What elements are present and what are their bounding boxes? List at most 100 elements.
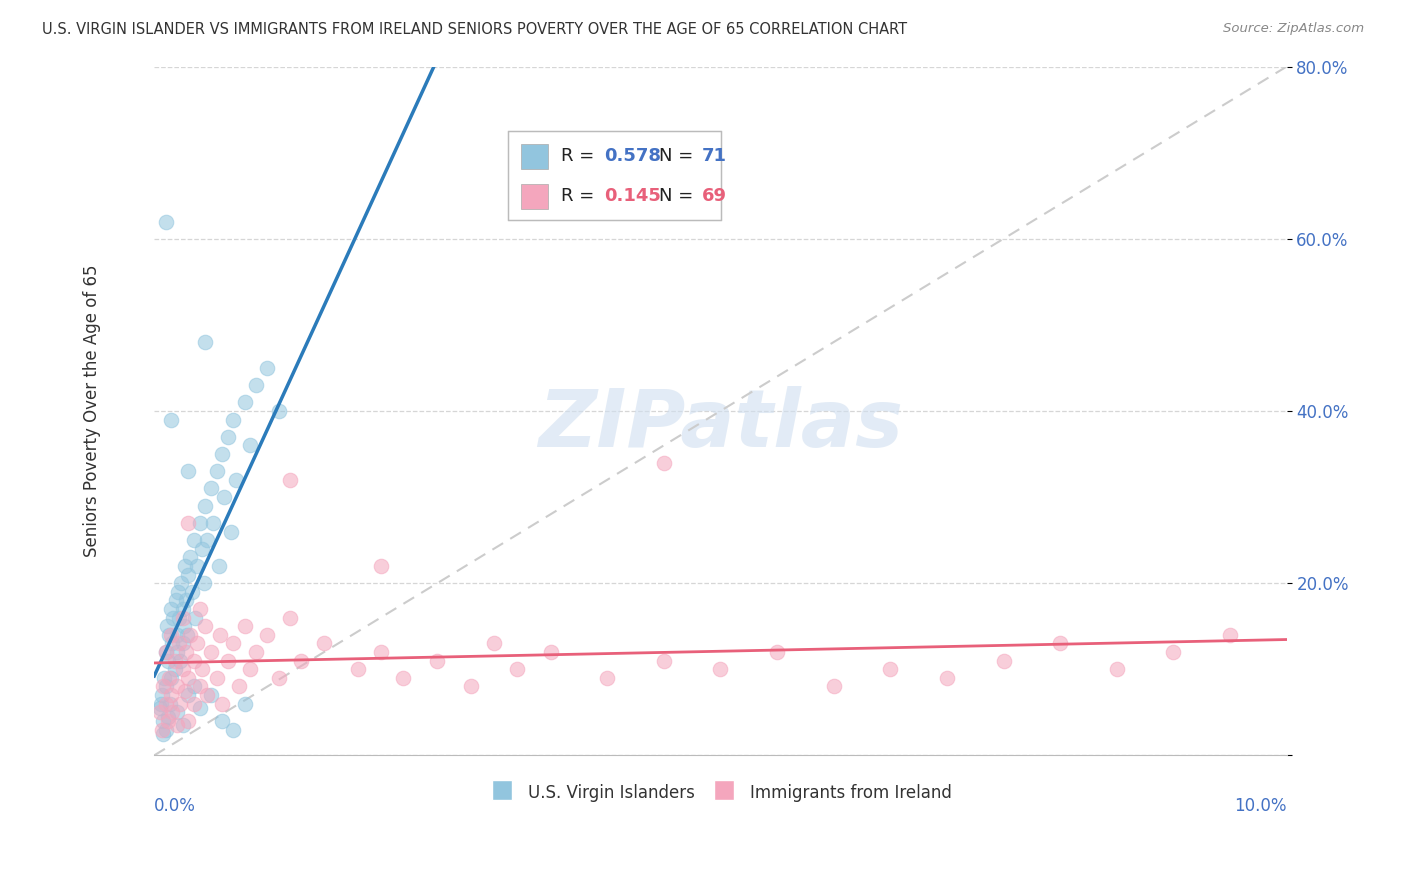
Point <box>186 558 208 573</box>
Point <box>165 593 187 607</box>
Point <box>1105 662 1128 676</box>
Point <box>160 628 183 642</box>
Point <box>193 576 215 591</box>
Point <box>233 697 256 711</box>
Point <box>370 558 392 573</box>
Point <box>205 464 228 478</box>
Point <box>222 636 245 650</box>
Point <box>156 654 179 668</box>
Point <box>211 697 233 711</box>
Point <box>186 636 208 650</box>
Point <box>156 619 179 633</box>
Point <box>460 680 482 694</box>
Point <box>150 723 173 737</box>
Point <box>174 645 197 659</box>
Point <box>183 654 205 668</box>
Point <box>180 584 202 599</box>
Point <box>197 688 219 702</box>
Point <box>172 602 194 616</box>
Point <box>505 662 527 676</box>
Point <box>160 602 183 616</box>
Point <box>155 214 177 228</box>
Point <box>162 636 184 650</box>
Point <box>163 662 186 676</box>
Point <box>172 718 194 732</box>
Point <box>155 645 177 659</box>
Point <box>191 662 214 676</box>
Point <box>172 662 194 676</box>
Text: 10.0%: 10.0% <box>1234 797 1286 814</box>
Point <box>179 550 201 565</box>
Point <box>267 671 290 685</box>
Point <box>219 524 242 539</box>
Point <box>205 671 228 685</box>
Point <box>200 688 222 702</box>
Point <box>155 723 177 737</box>
Point <box>149 706 172 720</box>
Text: 0.145: 0.145 <box>603 187 661 205</box>
Point <box>993 654 1015 668</box>
Point <box>170 576 193 591</box>
Point <box>173 683 195 698</box>
Point <box>709 662 731 676</box>
Point <box>208 558 231 573</box>
Point <box>169 697 191 711</box>
Point <box>200 645 222 659</box>
Point <box>167 584 190 599</box>
Point <box>153 671 176 685</box>
Point <box>177 464 200 478</box>
Point <box>162 706 184 720</box>
Text: ZIPatlas: ZIPatlas <box>538 385 903 464</box>
Text: Source: ZipAtlas.com: Source: ZipAtlas.com <box>1223 22 1364 36</box>
Point <box>188 701 211 715</box>
Point <box>179 628 201 642</box>
Point <box>233 395 256 409</box>
Point <box>156 709 179 723</box>
Point <box>173 619 195 633</box>
Point <box>392 671 415 685</box>
Point <box>191 541 214 556</box>
Point <box>160 688 183 702</box>
Point <box>177 567 200 582</box>
Point <box>188 602 211 616</box>
Point <box>155 645 177 659</box>
Point <box>169 654 191 668</box>
Text: N =: N = <box>659 147 693 165</box>
Point <box>183 697 205 711</box>
Point <box>1163 645 1185 659</box>
Text: 0.578: 0.578 <box>603 147 661 165</box>
Point <box>166 718 188 732</box>
Point <box>596 671 619 685</box>
Point <box>159 697 181 711</box>
Point <box>879 662 901 676</box>
FancyBboxPatch shape <box>520 144 548 169</box>
Point <box>173 558 195 573</box>
Point <box>202 516 225 530</box>
Point <box>188 516 211 530</box>
Point <box>183 533 205 548</box>
Text: R =: R = <box>561 187 595 205</box>
Point <box>222 412 245 426</box>
Point <box>245 645 267 659</box>
Text: U.S. VIRGIN ISLANDER VS IMMIGRANTS FROM IRELAND SENIORS POVERTY OVER THE AGE OF : U.S. VIRGIN ISLANDER VS IMMIGRANTS FROM … <box>42 22 907 37</box>
Point <box>152 680 174 694</box>
Point <box>482 636 505 650</box>
Point <box>314 636 336 650</box>
Point <box>256 360 278 375</box>
Point <box>163 654 186 668</box>
Text: 71: 71 <box>702 147 727 165</box>
Point <box>188 680 211 694</box>
Point <box>184 610 207 624</box>
Point <box>197 533 219 548</box>
Point <box>239 438 262 452</box>
Point <box>162 610 184 624</box>
Point <box>211 447 233 461</box>
Point <box>935 671 957 685</box>
Point <box>228 680 250 694</box>
Point <box>150 697 173 711</box>
Point <box>160 671 183 685</box>
Point <box>1219 628 1241 642</box>
Point <box>217 654 239 668</box>
Point <box>155 680 177 694</box>
Point <box>150 688 173 702</box>
